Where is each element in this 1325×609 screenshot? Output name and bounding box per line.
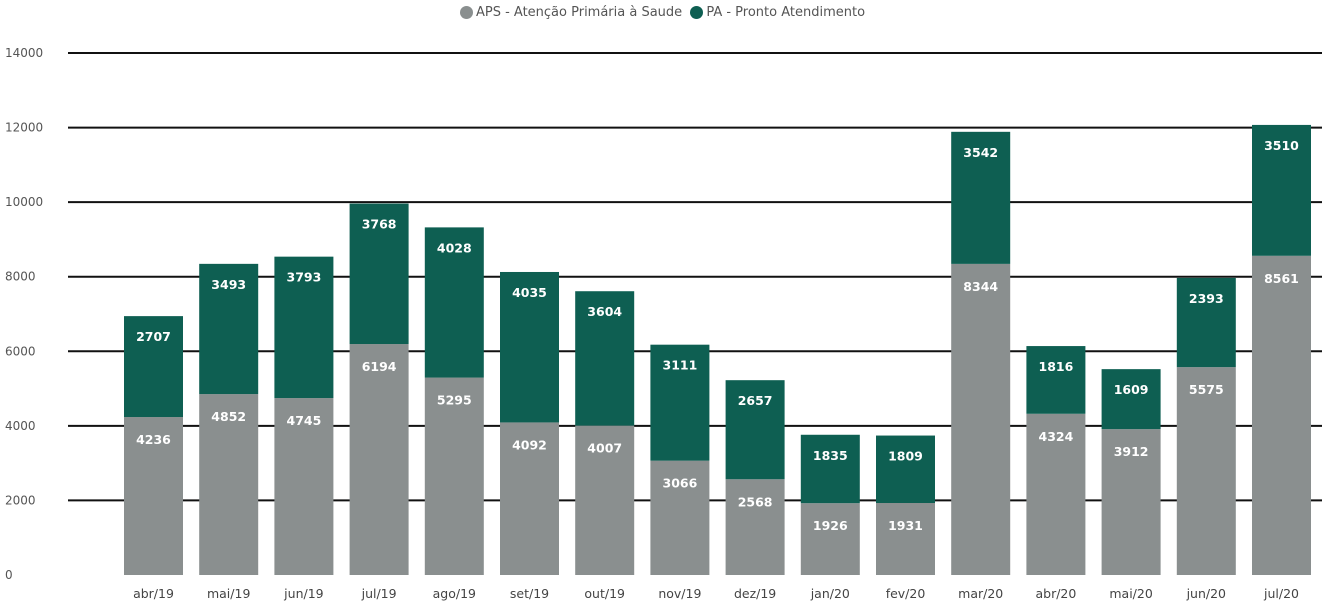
bar-pa: [650, 344, 710, 461]
data-label-aps: 1926: [813, 518, 848, 533]
legend-aps-label: APS - Atenção Primária à Saude: [475, 5, 683, 20]
bar-pa: [1026, 346, 1086, 414]
bar-aps: [725, 479, 785, 575]
data-label-pa: 2657: [738, 393, 773, 408]
data-label-pa: 3542: [963, 145, 998, 160]
x-tick-label: jul/20: [1263, 586, 1299, 601]
y-tick-label: 14000: [5, 46, 43, 60]
data-label-aps: 2568: [738, 494, 773, 509]
data-label-aps: 6194: [362, 359, 397, 374]
bar-pa: [951, 131, 1011, 264]
y-tick-label: 10000: [5, 195, 43, 209]
data-label-pa: 3604: [587, 304, 622, 319]
x-tick-label: ago/19: [433, 586, 476, 601]
legend-item-aps[interactable]: APS - Atenção Primária à Saude: [459, 5, 683, 20]
bar-aps: [575, 425, 635, 575]
data-label-pa: 3793: [287, 270, 322, 285]
x-tick-label: nov/19: [658, 586, 701, 601]
x-tick-label: abr/20: [1035, 586, 1076, 601]
data-label-pa: 1809: [888, 449, 923, 464]
bar-aps: [199, 394, 259, 575]
bar-pa: [500, 271, 559, 423]
bar-pa: [725, 380, 785, 480]
bar-pa: [349, 203, 409, 345]
x-tick-label: fev/20: [886, 586, 926, 601]
x-tick-label: jan/20: [810, 586, 850, 601]
bar-pa: [424, 227, 484, 378]
bar-aps: [1176, 367, 1236, 575]
bar-aps: [500, 422, 559, 575]
bar-aps: [349, 344, 409, 575]
data-label-pa: 2707: [136, 329, 171, 344]
x-tick-label: set/19: [510, 586, 549, 601]
data-label-pa: 1609: [1114, 382, 1149, 397]
data-label-pa: 3768: [362, 217, 397, 232]
bar-pa: [1101, 369, 1161, 430]
bar-aps: [800, 503, 860, 575]
legend: APS - Atenção Primária à Saude PA - Pron…: [0, 5, 1325, 23]
data-label-aps: 4324: [1039, 429, 1074, 444]
legend-pa-dot-icon: [690, 6, 704, 19]
legend-pa-label: PA - Pronto Atendimento: [706, 5, 866, 20]
bar-aps: [1252, 255, 1311, 575]
bar-pa: [575, 291, 635, 426]
data-label-aps: 8344: [963, 279, 998, 294]
bar-aps: [951, 263, 1011, 575]
data-label-pa: 3493: [211, 277, 246, 292]
data-label-pa: 1835: [813, 448, 848, 463]
data-label-aps: 5575: [1189, 382, 1224, 397]
bar-aps: [1026, 413, 1086, 575]
bar-pa: [199, 263, 259, 395]
x-tick-label: mai/20: [1109, 586, 1152, 601]
data-label-pa: 3111: [663, 358, 698, 373]
y-tick-label: 0: [5, 568, 13, 582]
bar-aps: [124, 417, 183, 575]
data-label-pa: 4035: [512, 285, 547, 300]
data-label-pa: 4028: [437, 240, 472, 255]
y-tick-label: 6000: [5, 344, 36, 358]
data-label-aps: 5295: [437, 393, 472, 408]
bar-aps: [876, 503, 935, 575]
x-tick-label: mai/19: [207, 586, 250, 601]
y-tick-label: 8000: [5, 270, 36, 284]
x-tick-label: dez/19: [734, 586, 776, 601]
data-label-aps: 8561: [1264, 271, 1299, 286]
x-tick-label: out/19: [584, 586, 625, 601]
bar-pa: [274, 256, 334, 399]
data-label-aps: 4092: [512, 437, 547, 452]
y-tick-label: 12000: [5, 121, 43, 135]
data-label-aps: 3066: [663, 476, 698, 491]
data-label-pa: 1816: [1039, 359, 1074, 374]
x-tick-label: abr/19: [133, 586, 174, 601]
x-tick-label: jun/19: [283, 586, 323, 601]
legend-aps-dot-icon: [459, 6, 473, 19]
y-tick-label: 2000: [5, 493, 36, 507]
data-label-aps: 1931: [888, 518, 923, 533]
bar-pa: [876, 435, 935, 504]
x-tick-label: jul/19: [361, 586, 397, 601]
bar-aps: [1101, 429, 1161, 575]
data-label-pa: 3510: [1264, 138, 1299, 153]
data-label-aps: 4236: [136, 432, 171, 447]
bar-pa: [800, 434, 860, 504]
data-label-pa: 2393: [1189, 291, 1224, 306]
legend-item-pa[interactable]: PA - Pronto Atendimento: [690, 5, 865, 20]
bar-aps: [274, 398, 334, 575]
bar-aps: [650, 460, 710, 575]
bar-pa: [1252, 124, 1311, 256]
x-tick-label: jun/20: [1186, 586, 1226, 601]
bar-aps: [424, 377, 484, 575]
bar-pa: [1176, 277, 1236, 368]
y-tick-label: 4000: [5, 419, 36, 433]
x-tick-label: mar/20: [958, 586, 1003, 601]
data-label-aps: 3912: [1114, 444, 1149, 459]
data-label-aps: 4007: [587, 441, 622, 456]
bar-pa: [124, 316, 183, 418]
data-label-aps: 4852: [211, 409, 246, 424]
data-label-aps: 4745: [287, 413, 322, 428]
